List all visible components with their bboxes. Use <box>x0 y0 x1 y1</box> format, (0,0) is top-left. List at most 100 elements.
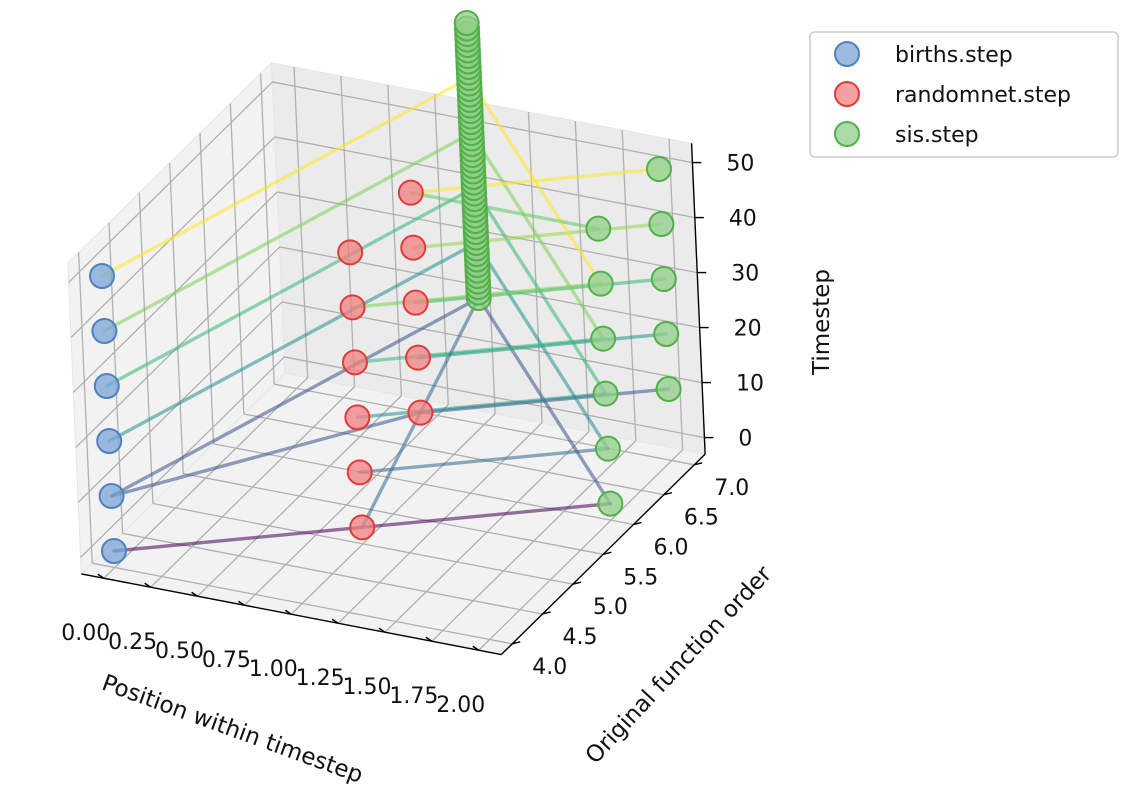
z-tick-label: 30 <box>731 262 759 287</box>
x-tick <box>378 627 386 633</box>
grid-line-y <box>138 192 154 504</box>
grid-line-y <box>213 443 634 526</box>
grid-line-y <box>260 73 275 385</box>
data-point-randomnet-step <box>397 179 424 206</box>
x-tick-label: 1.00 <box>249 657 298 682</box>
data-point-births-step <box>98 483 125 509</box>
y-tick <box>572 581 582 585</box>
grid-line-y <box>274 383 695 466</box>
grid-line-y <box>169 162 184 474</box>
data-point-randomnet-step <box>341 349 368 376</box>
y-tick-label: 6.5 <box>684 506 719 531</box>
y-tick-label: 6.0 <box>654 535 689 560</box>
grid-line-z <box>68 81 273 283</box>
grid-line-x <box>668 138 684 450</box>
x-tick-label: 0.50 <box>155 639 204 664</box>
y-tick <box>663 491 673 496</box>
data-point-sis-step <box>597 490 624 517</box>
data-point-sis-step <box>594 435 621 462</box>
z-tick-label: 10 <box>736 372 764 397</box>
data-point-randomnet-step <box>344 404 371 431</box>
data-point-randomnet-step <box>339 294 366 321</box>
x-tick <box>191 591 198 597</box>
y-tick-label: 7.0 <box>714 476 749 501</box>
tick-marks <box>97 161 714 651</box>
x-tick-label: 1.50 <box>343 675 392 700</box>
grid-line-y <box>92 562 513 645</box>
grid-line-y <box>122 532 543 615</box>
x-tick <box>472 645 480 651</box>
x-tick-label: 1.75 <box>389 684 438 709</box>
y-tick-label: 4.0 <box>532 655 567 680</box>
legend-frame <box>809 31 1119 158</box>
data-point-randomnet-step <box>400 234 427 261</box>
z-tick-label: 0 <box>738 427 752 452</box>
data-point-sis-step <box>453 10 480 36</box>
z-tick-label: 40 <box>729 207 757 232</box>
y-tick <box>542 611 551 615</box>
data-point-sis-step <box>587 270 614 297</box>
legend-label: births.step <box>895 43 1013 68</box>
y-tick <box>694 462 703 466</box>
x-tick <box>331 618 339 624</box>
trajectory-line <box>358 446 610 475</box>
x-tick-label: 0.00 <box>61 621 110 646</box>
data-point-sis-step <box>585 215 612 242</box>
trajectory-line <box>355 391 608 420</box>
data-point-randomnet-step <box>337 239 364 266</box>
x-tick-label: 0.75 <box>202 648 251 673</box>
legend-label: sis.step <box>895 123 979 148</box>
data-point-births-step <box>96 428 123 454</box>
data-point-sis-step <box>650 266 677 292</box>
grid-line-y <box>78 252 93 564</box>
y-tick <box>512 641 521 645</box>
data-point-births-step <box>93 373 120 399</box>
data-point-randomnet-step <box>407 399 434 426</box>
data-point-randomnet-step <box>346 459 373 486</box>
x-tick <box>97 573 105 579</box>
y-axis-label: Original function order <box>581 561 778 769</box>
grid-line-x <box>621 129 637 441</box>
data-point-sis-step <box>646 156 672 182</box>
z-axis-line <box>690 143 706 455</box>
x-tick <box>144 582 152 588</box>
grid-line-y <box>183 473 604 555</box>
x-tick-label: 1.25 <box>296 666 345 691</box>
x-tick <box>425 636 433 642</box>
x-tick-label: 2.00 <box>436 693 485 718</box>
grid-line-y <box>243 413 665 496</box>
z-tick-label: 20 <box>734 317 762 342</box>
y-tick-label: 5.0 <box>593 595 628 620</box>
data-point-randomnet-step <box>405 344 432 371</box>
y-tick-label: 5.5 <box>623 565 658 590</box>
data-point-births-step <box>89 263 115 289</box>
trajectory-line <box>353 336 605 365</box>
z-axis-label: Timestep <box>809 269 835 376</box>
grid-line-x <box>340 75 356 387</box>
y-tick-label: 4.5 <box>563 625 598 650</box>
x-tick <box>238 600 245 606</box>
y-tick <box>603 551 612 555</box>
grid-line-x <box>527 111 543 423</box>
data-point-births-step <box>101 538 127 564</box>
data-point-births-step <box>91 318 118 344</box>
grid-line-y <box>152 502 574 585</box>
trajectory-line <box>409 167 661 195</box>
legend-marker <box>834 121 860 147</box>
grid-line-x <box>293 66 309 378</box>
legend-marker <box>834 81 860 107</box>
data-point-sis-step <box>592 380 619 407</box>
data-point-sis-step <box>655 376 682 402</box>
legend-marker <box>834 41 860 67</box>
grid-line-x <box>574 120 590 432</box>
data-point-sis-step <box>590 325 617 352</box>
y-tick <box>633 521 642 526</box>
data-point-randomnet-step <box>349 514 376 541</box>
legend-label: randomnet.step <box>895 83 1071 108</box>
data-point-sis-step <box>653 321 680 347</box>
trajectory-line <box>409 190 601 231</box>
data-point-sis-step <box>648 211 675 237</box>
tick-labels: 0.000.250.500.751.001.251.501.752.00 4.0 4… <box>61 152 764 719</box>
